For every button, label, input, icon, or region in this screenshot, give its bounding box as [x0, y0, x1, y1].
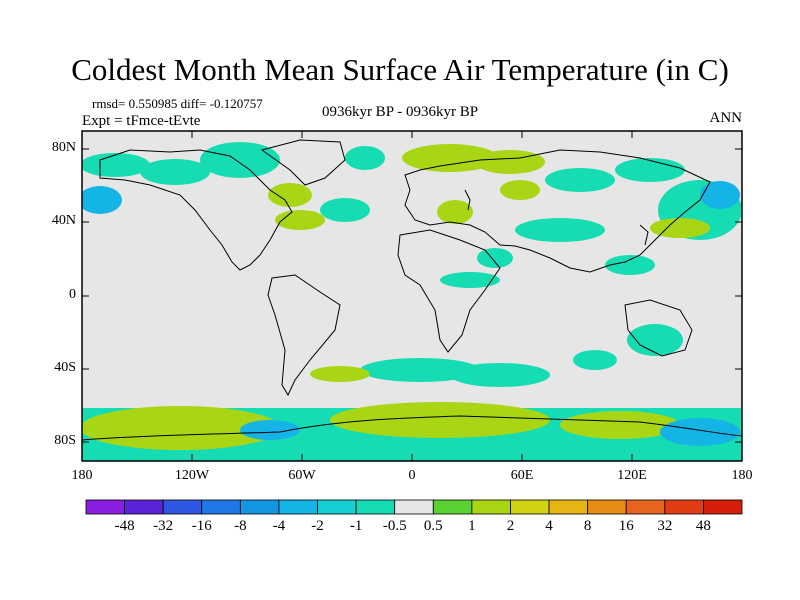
- period-label: 0936kyr BP - 0936kyr BP: [321, 104, 479, 120]
- colorbar-swatch: [355, 499, 396, 515]
- colorbar-label: -16: [191, 518, 212, 534]
- colorbar-label: 16: [618, 518, 634, 534]
- map-field: [82, 131, 742, 461]
- colorbar-swatch: [201, 499, 241, 515]
- colorbar-swatch: [124, 499, 164, 515]
- colorbar-swatch: [239, 499, 280, 515]
- map-title: Coldest Month Mean Surface Air Temperatu…: [71, 52, 729, 87]
- colorbar-swatch: [510, 499, 550, 515]
- colorbar-label: 32: [657, 518, 673, 534]
- colorbar-label: -48: [114, 518, 135, 534]
- lat-tick-label: 80S: [54, 433, 76, 448]
- lat-tick-label: 80N: [51, 140, 76, 155]
- experiment-label: Expt = tFmce-tEvte: [82, 113, 201, 129]
- lon-tick-label: 180: [731, 468, 753, 483]
- lon-tick-label: 120W: [174, 468, 210, 483]
- colorbar-label: -2: [311, 518, 324, 534]
- colorbar-label: 2: [506, 518, 515, 534]
- colorbar-swatch: [471, 499, 511, 515]
- colorbar-label: -0.5: [382, 518, 407, 534]
- lon-tick-label: 0: [408, 468, 416, 483]
- colorbar-swatch: [162, 499, 203, 515]
- lon-tick-label: 60E: [510, 468, 534, 483]
- coastlines: [82, 139, 742, 441]
- colorbar-swatch: [394, 499, 434, 515]
- colorbar-swatch: [587, 499, 627, 515]
- lat-tick-label: 0: [69, 287, 76, 302]
- season-label: ANN: [709, 110, 743, 126]
- axis-ticks: [82, 131, 742, 461]
- colorbar-label: 48: [695, 518, 711, 534]
- colorbar-swatch: [548, 499, 589, 515]
- colorbar-label: 8: [583, 518, 592, 534]
- lat-tick-label: 40N: [51, 213, 76, 228]
- colorbar-label: -8: [234, 518, 247, 534]
- colorbar-label: -32: [153, 518, 174, 534]
- colorbar: [85, 499, 743, 515]
- lon-tick-label: 60W: [288, 468, 316, 483]
- colorbar-label: -4: [272, 518, 286, 534]
- lat-tick-label: 40S: [54, 360, 76, 375]
- lon-tick-label: 120E: [617, 468, 647, 483]
- colorbar-swatch: [278, 499, 318, 515]
- lon-tick-label: 180: [71, 468, 93, 483]
- colorbar-label: 1: [468, 518, 476, 534]
- colorbar-swatch: [703, 499, 743, 515]
- colorbar-swatch: [664, 499, 704, 515]
- colorbar-label: 0.5: [423, 518, 443, 534]
- colorbar-swatch: [625, 499, 666, 515]
- colorbar-label: 4: [545, 518, 553, 534]
- anomaly-patches: [82, 142, 742, 461]
- colorbar-swatch: [85, 499, 125, 515]
- statistics-label: rmsd= 0.550985 diff= -0.120757: [92, 96, 263, 111]
- colorbar-label: -1: [349, 518, 363, 534]
- colorbar-swatch: [432, 499, 473, 515]
- colorbar-swatch: [317, 499, 357, 515]
